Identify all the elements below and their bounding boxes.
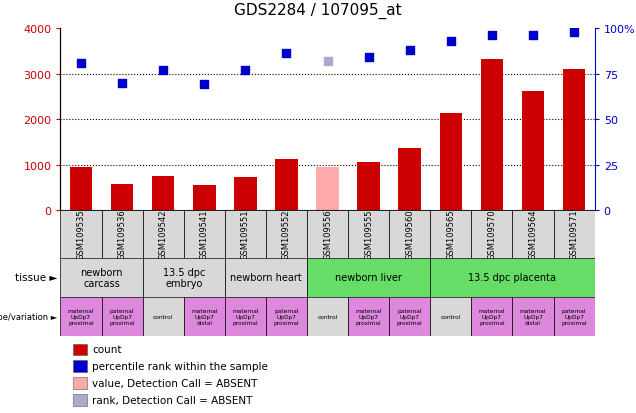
Bar bbox=[307, 211, 348, 258]
Bar bbox=[389, 297, 431, 337]
Point bbox=[158, 67, 169, 74]
Bar bbox=[316, 168, 339, 211]
Point bbox=[446, 38, 456, 45]
Bar bbox=[307, 258, 431, 297]
Text: GSM109535: GSM109535 bbox=[76, 209, 85, 260]
Text: control: control bbox=[441, 314, 461, 320]
Bar bbox=[142, 211, 184, 258]
Text: GSM109571: GSM109571 bbox=[570, 209, 579, 260]
Text: newborn liver: newborn liver bbox=[335, 273, 402, 283]
Point bbox=[240, 67, 251, 74]
Text: GDS2284 / 107095_at: GDS2284 / 107095_at bbox=[234, 2, 402, 19]
Bar bbox=[102, 211, 142, 258]
Bar bbox=[348, 211, 389, 258]
Bar bbox=[142, 258, 225, 297]
Bar bbox=[184, 297, 225, 337]
Bar bbox=[234, 178, 257, 211]
Bar bbox=[152, 177, 174, 211]
Point bbox=[569, 29, 579, 36]
Bar bbox=[60, 297, 102, 337]
Text: GSM109565: GSM109565 bbox=[446, 209, 455, 260]
Bar bbox=[553, 211, 595, 258]
Bar bbox=[275, 160, 298, 211]
Bar bbox=[513, 211, 553, 258]
Text: rank, Detection Call = ABSENT: rank, Detection Call = ABSENT bbox=[92, 395, 252, 405]
Point bbox=[487, 33, 497, 40]
Bar bbox=[389, 211, 431, 258]
Bar bbox=[266, 211, 307, 258]
Bar bbox=[70, 168, 92, 211]
Text: genotype/variation ►: genotype/variation ► bbox=[0, 313, 57, 321]
Point bbox=[404, 47, 415, 54]
Text: tissue ►: tissue ► bbox=[15, 273, 57, 283]
Bar bbox=[225, 297, 266, 337]
Bar bbox=[398, 149, 421, 211]
Bar bbox=[563, 70, 585, 211]
Bar bbox=[471, 211, 513, 258]
Text: 13.5 dpc
embryo: 13.5 dpc embryo bbox=[163, 267, 205, 289]
Bar bbox=[225, 211, 266, 258]
Text: GSM109564: GSM109564 bbox=[529, 209, 537, 260]
Text: GSM109555: GSM109555 bbox=[364, 209, 373, 259]
Bar bbox=[471, 297, 513, 337]
Text: GSM109551: GSM109551 bbox=[241, 209, 250, 259]
Point bbox=[281, 51, 291, 58]
Text: newborn
carcass: newborn carcass bbox=[80, 267, 123, 289]
Text: maternal
UpDp7
proximal: maternal UpDp7 proximal bbox=[67, 309, 94, 325]
Bar bbox=[431, 297, 471, 337]
Bar bbox=[522, 92, 544, 211]
Bar bbox=[111, 184, 134, 211]
Text: maternal
UpDp7
proximal: maternal UpDp7 proximal bbox=[356, 309, 382, 325]
Text: control: control bbox=[153, 314, 173, 320]
Text: newborn heart: newborn heart bbox=[230, 273, 301, 283]
Text: GSM109542: GSM109542 bbox=[158, 209, 168, 259]
Point bbox=[364, 55, 374, 61]
Bar bbox=[439, 114, 462, 211]
Point bbox=[199, 82, 209, 88]
Text: GSM109556: GSM109556 bbox=[323, 209, 332, 260]
Text: GSM109552: GSM109552 bbox=[282, 209, 291, 259]
Text: maternal
UpDp7
proximal: maternal UpDp7 proximal bbox=[479, 309, 505, 325]
Point bbox=[117, 80, 127, 87]
Text: GSM109541: GSM109541 bbox=[200, 209, 209, 259]
Text: 13.5 dpc placenta: 13.5 dpc placenta bbox=[469, 273, 556, 283]
Bar bbox=[431, 211, 471, 258]
Text: GSM109560: GSM109560 bbox=[405, 209, 414, 260]
Text: GSM109536: GSM109536 bbox=[118, 209, 127, 260]
Bar bbox=[553, 297, 595, 337]
Text: maternal
UpDp7
proximal: maternal UpDp7 proximal bbox=[232, 309, 259, 325]
Bar bbox=[60, 211, 102, 258]
Text: paternal
UpDp7
proximal: paternal UpDp7 proximal bbox=[109, 309, 135, 325]
Bar bbox=[481, 60, 503, 211]
Bar bbox=[193, 186, 216, 211]
Text: GSM109570: GSM109570 bbox=[487, 209, 497, 260]
Bar bbox=[431, 258, 595, 297]
Bar bbox=[348, 297, 389, 337]
Bar bbox=[184, 211, 225, 258]
Text: value, Detection Call = ABSENT: value, Detection Call = ABSENT bbox=[92, 378, 258, 388]
Bar bbox=[513, 297, 553, 337]
Text: maternal
UpDp7
distal: maternal UpDp7 distal bbox=[191, 309, 218, 325]
Text: maternal
UpDp7
distal: maternal UpDp7 distal bbox=[520, 309, 546, 325]
Text: control: control bbox=[317, 314, 338, 320]
Bar bbox=[102, 297, 142, 337]
Text: paternal
UpDp7
proximal: paternal UpDp7 proximal bbox=[397, 309, 422, 325]
Bar bbox=[225, 258, 307, 297]
Point bbox=[322, 58, 333, 65]
Text: percentile rank within the sample: percentile rank within the sample bbox=[92, 361, 268, 371]
Bar bbox=[307, 297, 348, 337]
Text: paternal
UpDp7
proximal: paternal UpDp7 proximal bbox=[562, 309, 587, 325]
Text: paternal
UpDp7
proximal: paternal UpDp7 proximal bbox=[273, 309, 300, 325]
Bar bbox=[142, 297, 184, 337]
Bar bbox=[60, 258, 142, 297]
Point bbox=[528, 33, 538, 40]
Point bbox=[76, 60, 86, 67]
Text: count: count bbox=[92, 344, 121, 354]
Bar bbox=[266, 297, 307, 337]
Bar bbox=[357, 162, 380, 211]
